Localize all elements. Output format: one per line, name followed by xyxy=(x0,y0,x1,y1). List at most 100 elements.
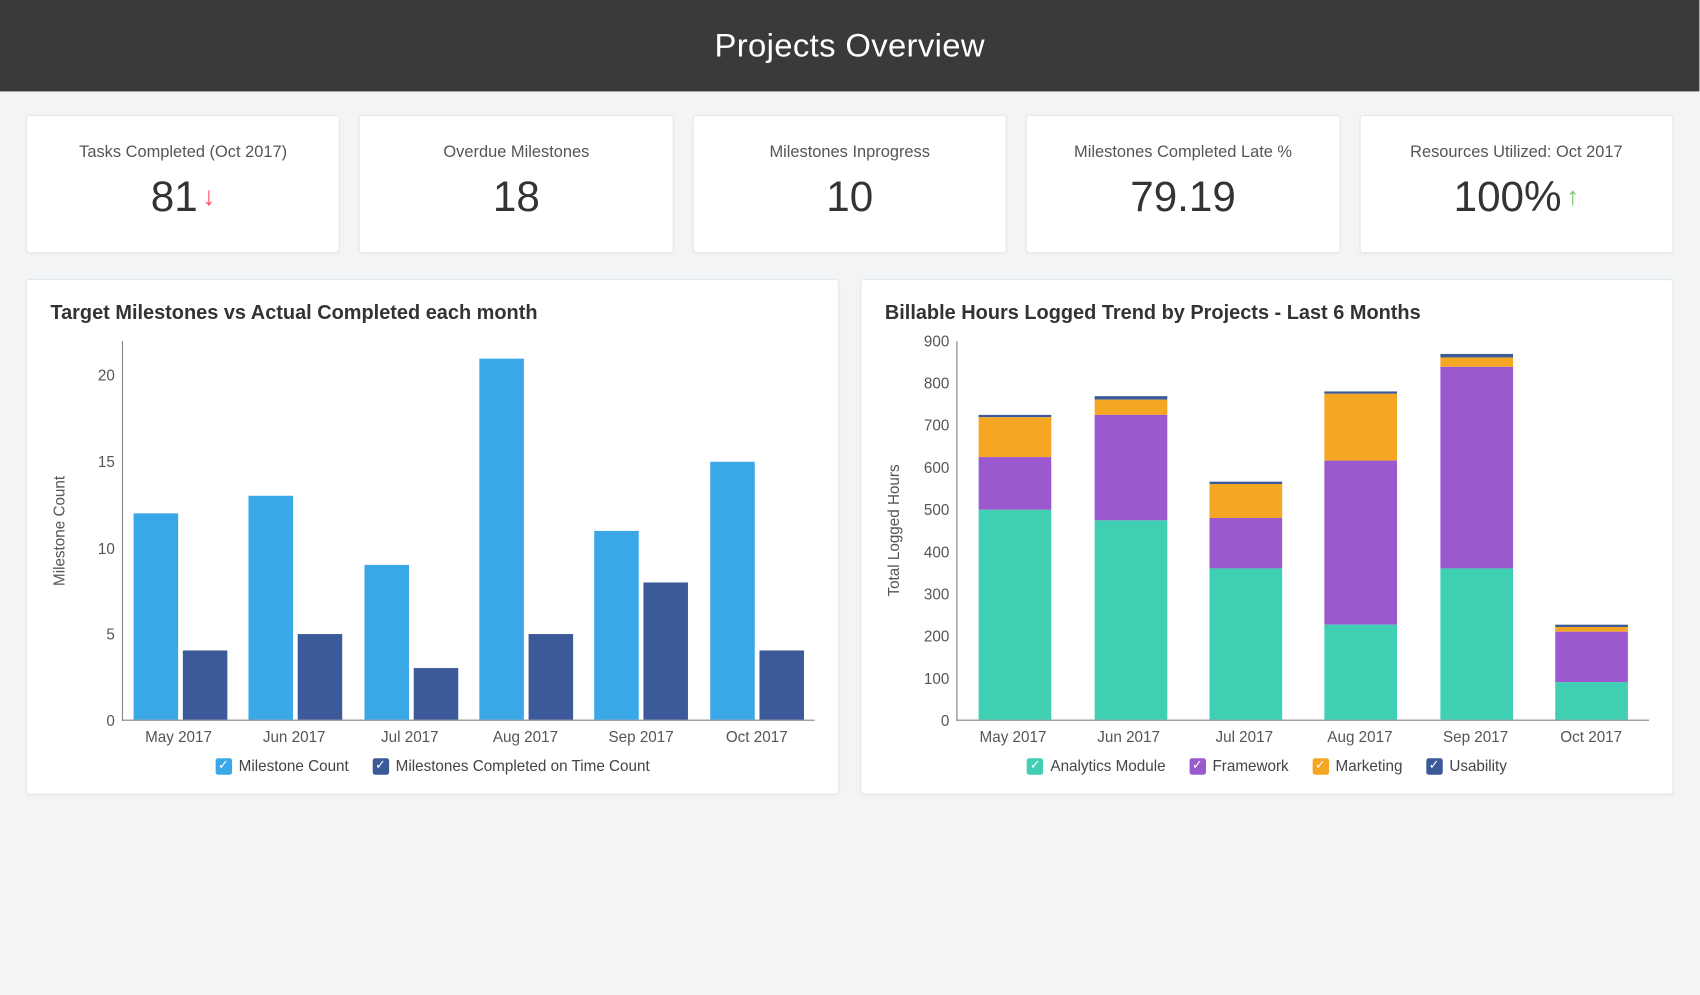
bar-segment xyxy=(1094,520,1167,720)
kpi-value: 81 ↓ xyxy=(151,172,216,221)
bar-segment xyxy=(1440,358,1513,366)
legend-swatch-icon xyxy=(1027,758,1043,774)
header-bar: Projects Overview xyxy=(0,0,1699,91)
kpi-value: 100% ↑ xyxy=(1454,172,1579,221)
y-tick: 300 xyxy=(924,585,949,603)
y-axis: 0100200300400500600700800900 xyxy=(909,341,956,721)
x-tick: May 2017 xyxy=(955,728,1071,746)
x-tick: Sep 2017 xyxy=(1418,728,1534,746)
bar-group xyxy=(584,341,699,720)
plot-wrap: Milestone Count 05101520 xyxy=(50,341,814,721)
legend-swatch-icon xyxy=(372,758,388,774)
dashboard-body: Tasks Completed (Oct 2017) 81 ↓ Overdue … xyxy=(0,91,1699,818)
bar-segment xyxy=(1209,484,1282,518)
bar xyxy=(595,530,640,719)
bar-segment xyxy=(979,509,1052,719)
legend-swatch-icon xyxy=(215,758,231,774)
chart-title: Billable Hours Logged Trend by Projects … xyxy=(885,301,1649,324)
kpi-card-milestones-inprogress[interactable]: Milestones Inprogress 10 xyxy=(692,115,1007,253)
bar-group xyxy=(699,341,814,720)
x-axis: May 2017Jun 2017Jul 2017Aug 2017Sep 2017… xyxy=(955,728,1649,746)
y-tick: 20 xyxy=(98,367,115,385)
legend-swatch-icon xyxy=(1189,758,1205,774)
kpi-value-text: 79.19 xyxy=(1130,172,1236,221)
bar-group xyxy=(123,341,238,720)
y-tick: 900 xyxy=(924,332,949,350)
trend-up-icon: ↑ xyxy=(1566,184,1579,210)
x-tick: Jul 2017 xyxy=(352,728,468,746)
y-tick: 10 xyxy=(98,539,115,557)
bar-segment xyxy=(1094,400,1167,415)
y-tick: 700 xyxy=(924,417,949,435)
dashboard: Projects Overview Tasks Completed (Oct 2… xyxy=(0,0,1699,818)
x-axis: May 2017Jun 2017Jul 2017Aug 2017Sep 2017… xyxy=(121,728,815,746)
bar xyxy=(298,634,343,720)
bar-group xyxy=(238,341,353,720)
chart-surface: Total Logged Hours 010020030040050060070… xyxy=(885,341,1649,775)
stacked-bar xyxy=(1209,482,1282,720)
chart-card-billable[interactable]: Billable Hours Logged Trend by Projects … xyxy=(860,279,1673,795)
bar xyxy=(413,668,458,720)
x-tick: May 2017 xyxy=(121,728,237,746)
chart-legend: Analytics Module Framework Marketing Usabil… xyxy=(885,757,1649,775)
bar-segment xyxy=(1209,568,1282,719)
chart-row: Target Milestones vs Actual Completed ea… xyxy=(26,279,1674,795)
stacked-bar xyxy=(1325,392,1398,720)
kpi-card-resources-utilized[interactable]: Resources Utilized: Oct 2017 100% ↑ xyxy=(1359,115,1674,253)
plot-wrap: Total Logged Hours 010020030040050060070… xyxy=(885,341,1649,721)
x-tick: Jun 2017 xyxy=(1071,728,1187,746)
kpi-card-tasks-completed[interactable]: Tasks Completed (Oct 2017) 81 ↓ xyxy=(26,115,341,253)
kpi-card-milestones-late-pct[interactable]: Milestones Completed Late % 79.19 xyxy=(1026,115,1341,253)
legend-label: Marketing xyxy=(1336,757,1403,775)
bar-segment xyxy=(979,417,1052,457)
bar-segment xyxy=(979,457,1052,510)
legend-item[interactable]: Milestone Count xyxy=(215,757,349,775)
kpi-value-text: 10 xyxy=(826,172,873,221)
y-tick: 500 xyxy=(924,501,949,519)
kpi-label: Resources Utilized: Oct 2017 xyxy=(1372,142,1661,161)
legend-swatch-icon xyxy=(1312,758,1328,774)
legend-label: Milestones Completed on Time Count xyxy=(396,757,650,775)
legend-label: Milestone Count xyxy=(239,757,349,775)
x-tick: Oct 2017 xyxy=(1533,728,1649,746)
chart-card-milestones[interactable]: Target Milestones vs Actual Completed ea… xyxy=(26,279,839,795)
x-tick: Oct 2017 xyxy=(699,728,815,746)
legend-item[interactable]: Marketing xyxy=(1312,757,1402,775)
kpi-card-overdue-milestones[interactable]: Overdue Milestones 18 xyxy=(359,115,674,253)
y-tick: 0 xyxy=(941,712,949,730)
x-tick: Jun 2017 xyxy=(236,728,352,746)
y-tick: 100 xyxy=(924,670,949,688)
kpi-label: Milestones Inprogress xyxy=(705,142,994,161)
bar-segment xyxy=(1094,415,1167,520)
kpi-label: Milestones Completed Late % xyxy=(1039,142,1328,161)
stacked-bar xyxy=(1555,625,1628,720)
kpi-value-text: 81 xyxy=(151,172,198,221)
bar-group xyxy=(469,341,584,720)
bar-segment xyxy=(1325,461,1398,625)
y-tick: 600 xyxy=(924,459,949,477)
chart-legend: Milestone Count Milestones Completed on T… xyxy=(50,757,814,775)
legend-label: Usability xyxy=(1449,757,1507,775)
bar-segment xyxy=(1555,631,1628,681)
legend-item[interactable]: Analytics Module xyxy=(1027,757,1166,775)
x-tick: Jul 2017 xyxy=(1186,728,1302,746)
bar xyxy=(364,565,409,720)
y-axis: 05101520 xyxy=(75,341,122,721)
y-axis-label: Total Logged Hours xyxy=(885,341,903,721)
kpi-value: 10 xyxy=(826,172,873,221)
plot-area xyxy=(956,341,1649,721)
bar-segment xyxy=(1555,682,1628,720)
legend-item[interactable]: Usability xyxy=(1426,757,1507,775)
y-tick: 800 xyxy=(924,374,949,392)
bar-segment xyxy=(1209,518,1282,568)
legend-item[interactable]: Framework xyxy=(1189,757,1289,775)
legend-item[interactable]: Milestones Completed on Time Count xyxy=(372,757,650,775)
chart-surface: Milestone Count 05101520 May 2017Jun 201… xyxy=(50,341,814,775)
y-tick: 400 xyxy=(924,543,949,561)
kpi-row: Tasks Completed (Oct 2017) 81 ↓ Overdue … xyxy=(26,115,1674,253)
y-tick: 0 xyxy=(106,712,114,730)
y-tick: 5 xyxy=(106,626,114,644)
kpi-value-text: 100% xyxy=(1454,172,1562,221)
kpi-label: Tasks Completed (Oct 2017) xyxy=(39,142,328,161)
bar xyxy=(183,651,228,720)
